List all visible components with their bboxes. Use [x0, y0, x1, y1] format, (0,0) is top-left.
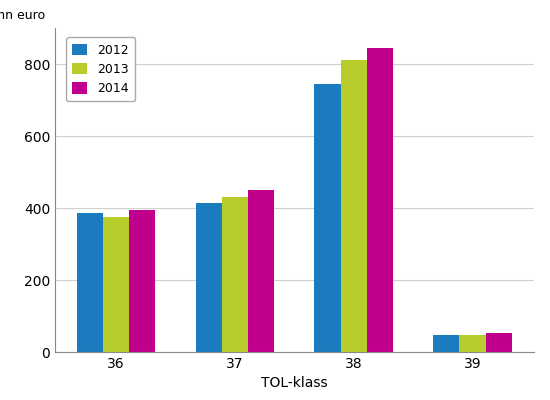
- Bar: [248, 190, 274, 352]
- Bar: [315, 84, 340, 352]
- Bar: [196, 202, 222, 352]
- Bar: [486, 333, 512, 352]
- Text: mn euro: mn euro: [0, 8, 45, 22]
- X-axis label: TOL-klass: TOL-klass: [261, 376, 328, 390]
- Bar: [367, 48, 393, 352]
- Bar: [222, 197, 248, 352]
- Bar: [459, 336, 486, 352]
- Bar: [129, 210, 155, 352]
- Bar: [77, 214, 103, 352]
- Bar: [103, 217, 129, 352]
- Bar: [340, 60, 367, 352]
- Bar: [433, 335, 459, 352]
- Legend: 2012, 2013, 2014: 2012, 2013, 2014: [66, 38, 135, 102]
